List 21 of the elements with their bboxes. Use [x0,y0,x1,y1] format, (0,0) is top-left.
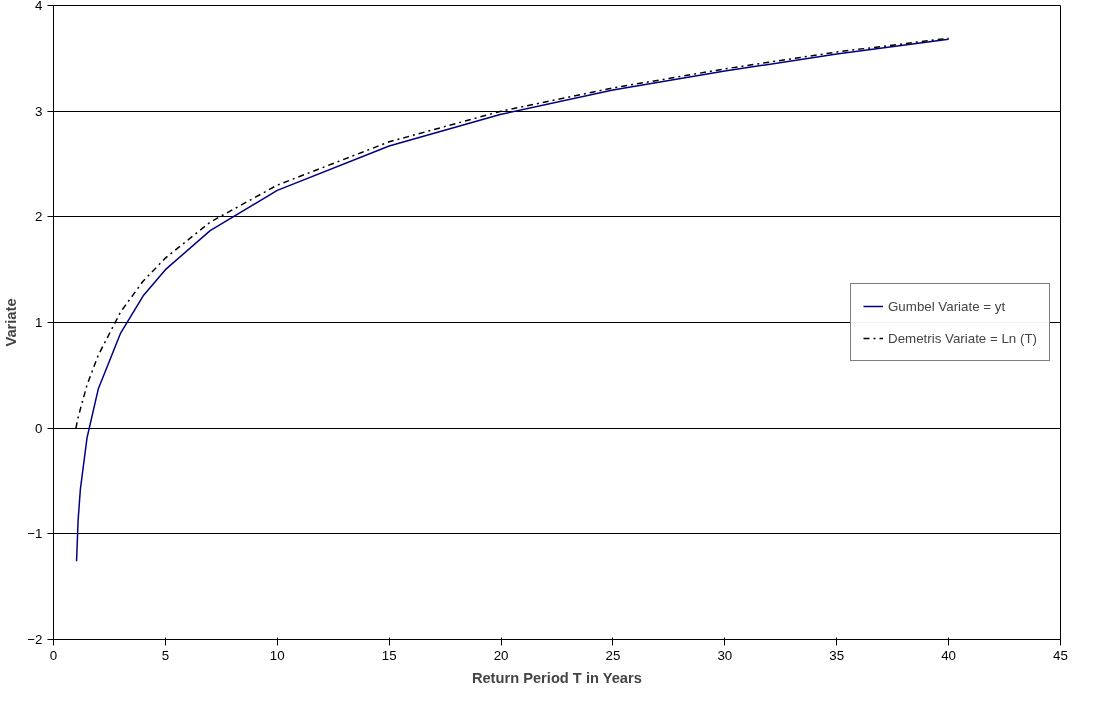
y-tick-label: 4 [35,0,44,13]
y-tick-label: 0 [35,420,43,436]
y-tick-label: 2 [35,209,43,225]
x-tick-label: 0 [49,647,58,663]
x-tick-label: 25 [605,647,621,663]
x-tick-label: 30 [717,647,733,663]
legend-label: Demetris Variate = Ln (T) [888,330,1037,346]
x-tick-label: 15 [381,647,397,663]
x-tick-label: 40 [941,647,957,663]
y-tick-label: 3 [35,103,43,119]
x-tick-label: 20 [493,647,509,663]
y-axis-title: Variate [3,298,20,347]
x-tick-label: 45 [1053,647,1068,663]
x-tick-label: 10 [269,647,285,663]
y-tick-label: 1 [35,315,43,330]
x-axis-title: Return Period T in Years [471,669,642,686]
x-tick-label: 5 [161,647,170,663]
x-tick-label: 35 [829,647,845,663]
y-tick-label: −1 [27,526,43,542]
legend-label: Gumbel Variate = yt [888,298,1006,314]
y-tick-label: −2 [27,632,43,647]
